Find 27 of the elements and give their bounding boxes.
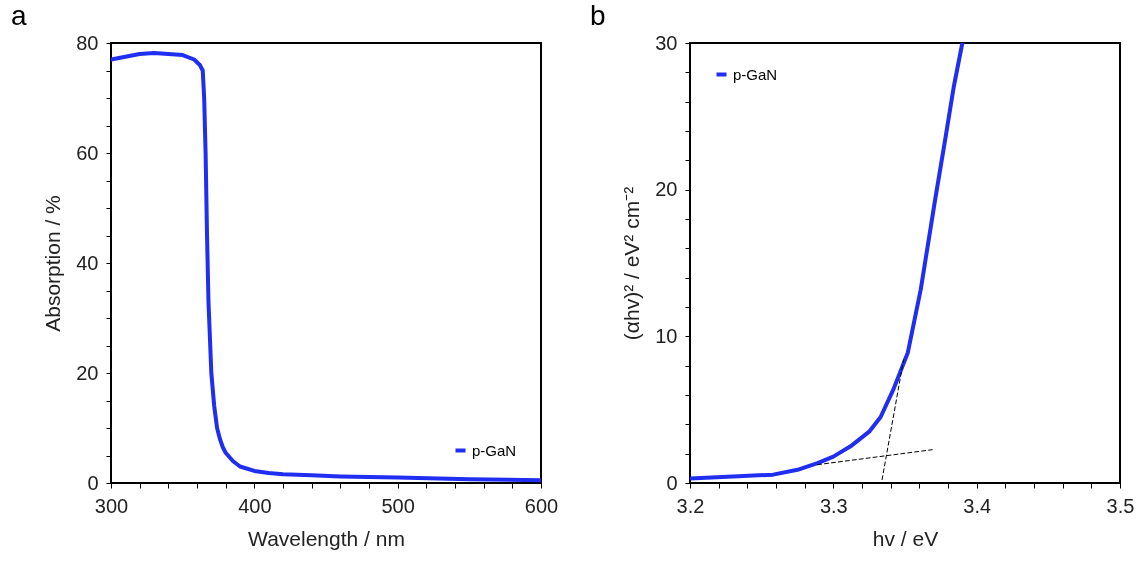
x-axis-title: hv / eV [872,526,939,550]
y-tick-label: 0 [666,471,678,494]
y-tick-label: 60 [76,141,99,164]
x-tick-label: 500 [381,494,415,517]
y-tick-label: 10 [655,324,678,347]
x-tick-label: 300 [94,494,129,517]
y-tick-label: 20 [655,178,678,201]
chart-title: a [11,0,27,31]
x-tick-label: 3.3 [819,494,848,517]
y-axis-title: Absorption / % [41,195,65,332]
x-tick-label: 3.4 [963,494,992,517]
y-tick-label: 0 [87,471,99,494]
x-tick-label: 3.5 [1106,494,1135,517]
y-tick-label: 80 [76,31,99,54]
y-axis-title: (αhv)² / eV² cm⁻² [620,186,644,341]
x-tick-label: 3.2 [676,494,705,517]
y-tick-label: 30 [655,31,678,54]
x-tick-label: 600 [524,494,559,517]
legend-label: p-GaN [733,65,778,83]
x-axis-title: Wavelength / nm [248,526,405,550]
line-series [111,50,541,483]
chart-title: b [590,0,606,31]
x-tick-label: 400 [238,494,272,517]
line-series [690,43,965,481]
legend-label: p-GaN [472,441,517,459]
y-tick-label: 20 [76,361,99,384]
y-tick-label: 40 [76,251,99,274]
